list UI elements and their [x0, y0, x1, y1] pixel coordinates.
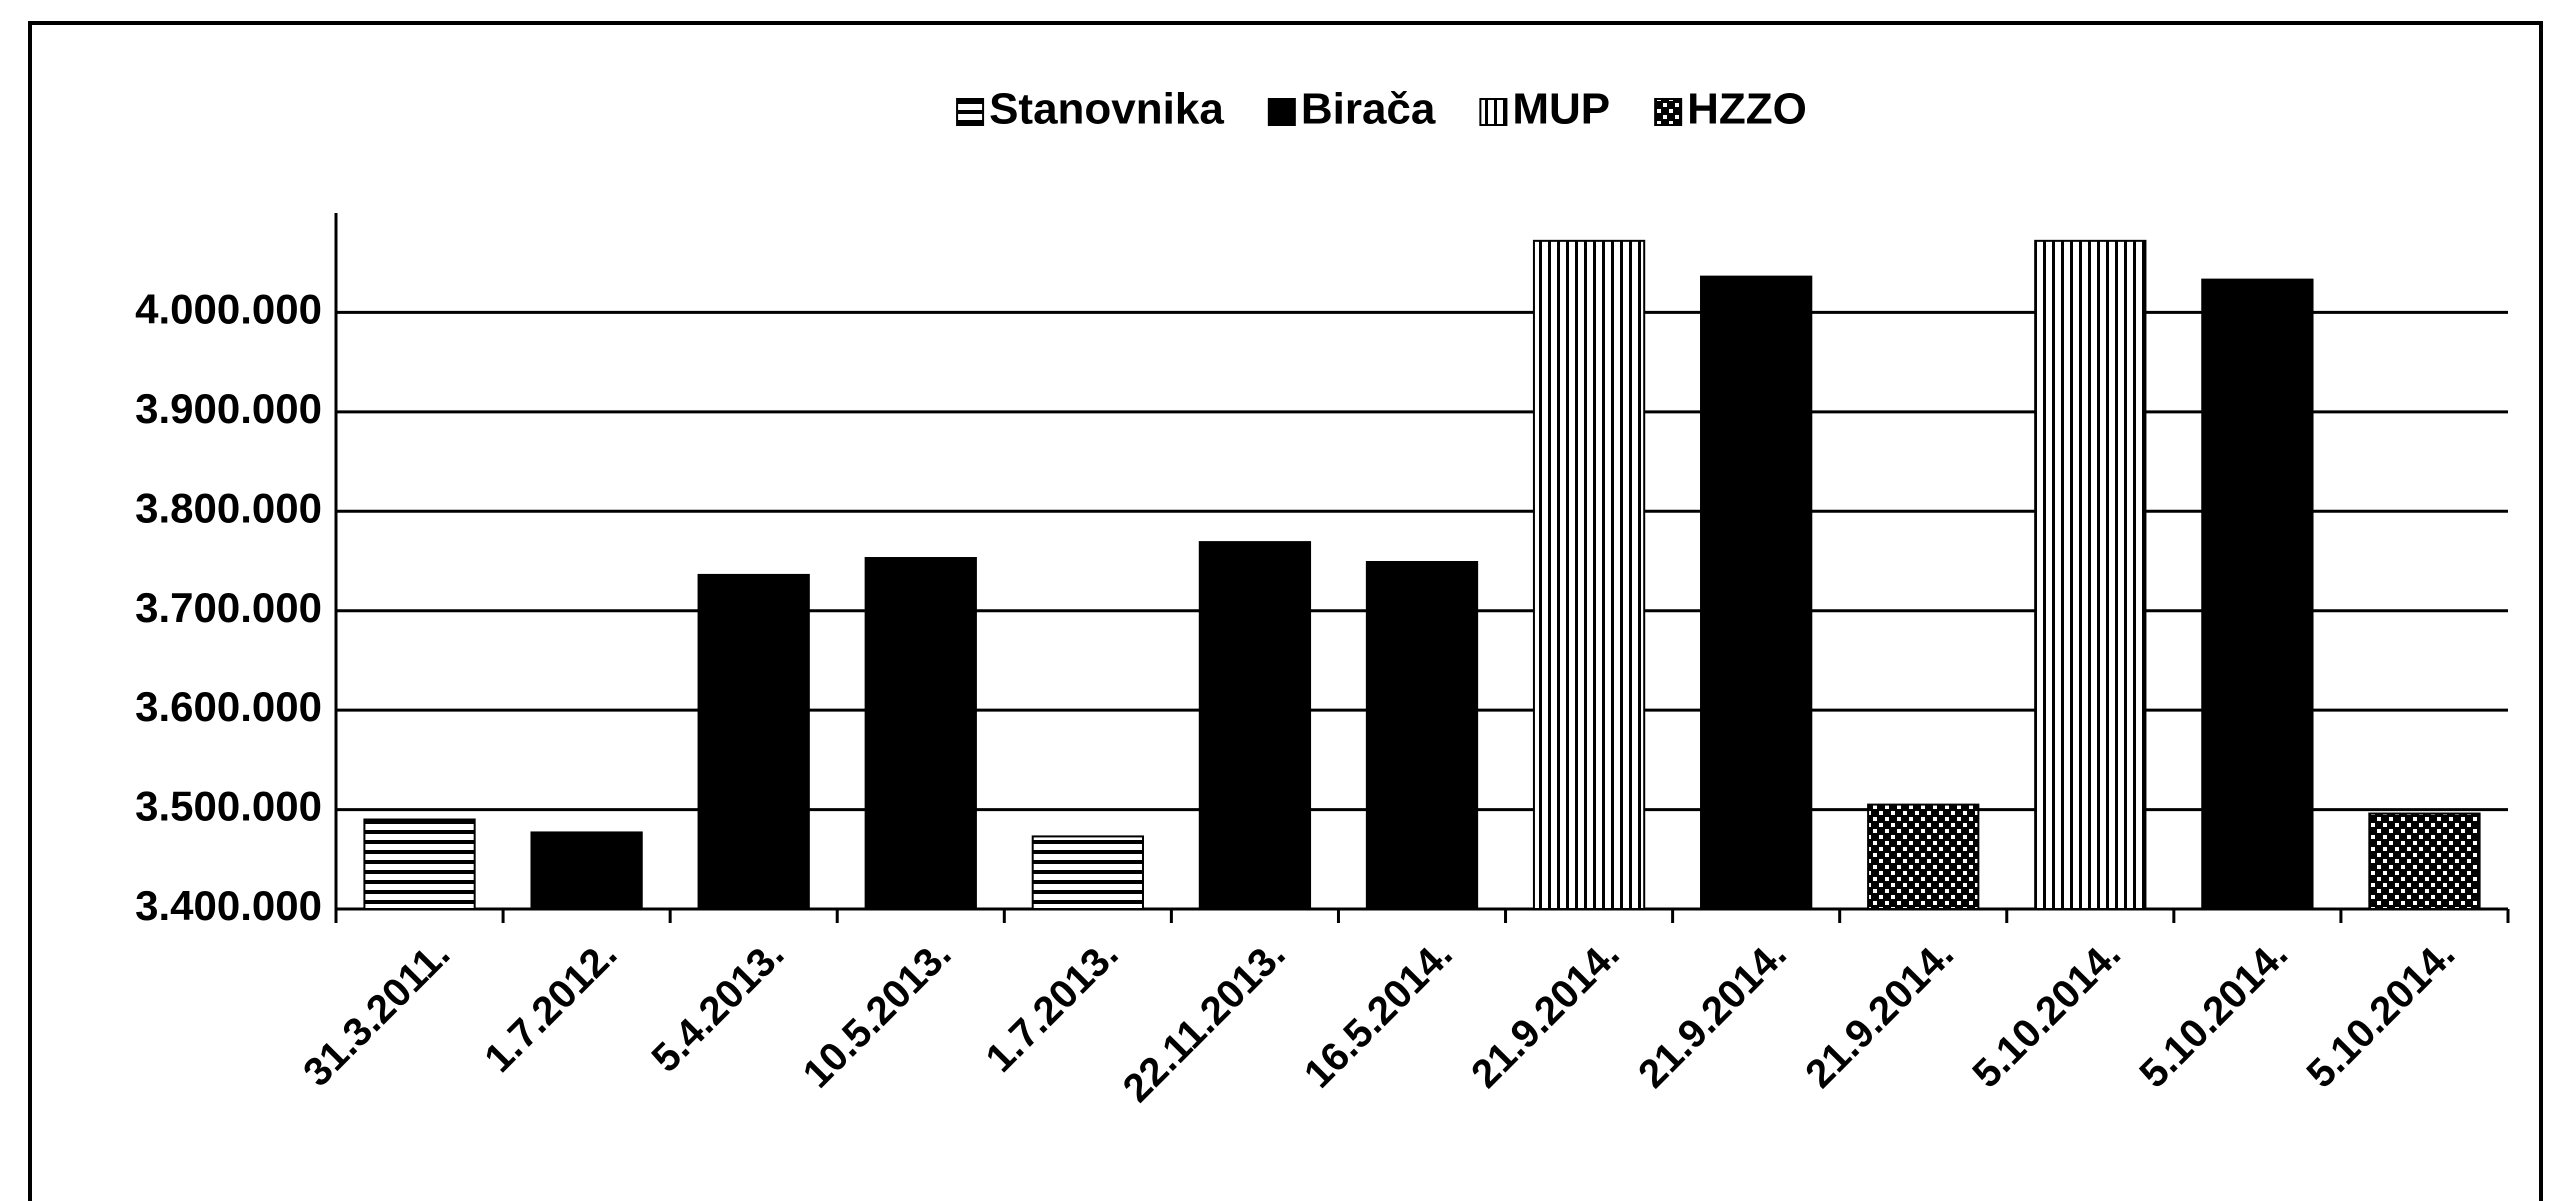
y-tick-label: 3.700.000 [135, 584, 322, 631]
x-tick-label: 5.4.2013. [643, 932, 792, 1081]
legend-label: MUP [1512, 85, 1610, 134]
y-tick-label: 3.500.000 [135, 783, 322, 830]
x-tick-label: 5.10.2014. [2298, 932, 2463, 1097]
bar [1365, 560, 1479, 910]
bar [1700, 275, 1813, 910]
x-tick-label: 1.7.2013. [978, 932, 1127, 1081]
bar [363, 818, 476, 910]
legend-label: HZZO [1687, 85, 1807, 134]
legend-swatch [956, 98, 985, 126]
bar [1198, 541, 1312, 910]
y-tick-label: 3.800.000 [135, 484, 322, 531]
x-tick-label: 21.9.2014. [1463, 932, 1628, 1097]
x-tick-label: 21.9.2014. [1630, 932, 1795, 1097]
legend-swatch [1654, 98, 1683, 126]
x-tick-label: 1.7.2012. [476, 932, 625, 1081]
x-tick-label: 10.5.2013. [795, 932, 960, 1097]
bar [2201, 278, 2314, 911]
legend-label: Birača [1301, 85, 1436, 134]
bar [697, 573, 810, 910]
y-tick-label: 3.900.000 [135, 385, 322, 432]
legend-swatch [1479, 98, 1508, 126]
y-tick-label: 4.000.000 [135, 286, 322, 333]
x-tick-label: 16.5.2014. [1296, 932, 1461, 1097]
x-tick-label: 22.11.2013. [1115, 932, 1294, 1111]
chart-frame [28, 21, 2543, 1201]
bar [2368, 812, 2481, 911]
y-tick-label: 3.600.000 [135, 683, 322, 730]
x-tick-label: 21.9.2014. [1797, 932, 1962, 1097]
x-tick-label: 5.10.2014. [2131, 932, 2296, 1097]
legend-label: Stanovnika [989, 85, 1224, 134]
legend: Stanovnika Birača MUP HZZO [956, 85, 1807, 134]
bar [1031, 835, 1144, 910]
legend-swatch [1267, 98, 1296, 126]
bar [2034, 239, 2147, 910]
x-tick-label: 31.3.2011. [295, 932, 458, 1095]
bar [530, 831, 643, 910]
bar [1867, 803, 1980, 910]
bar [864, 557, 977, 910]
bar [1532, 239, 1646, 910]
y-tick-label: 3.400.000 [135, 882, 322, 929]
x-tick-label: 5.10.2014. [1964, 932, 2129, 1097]
